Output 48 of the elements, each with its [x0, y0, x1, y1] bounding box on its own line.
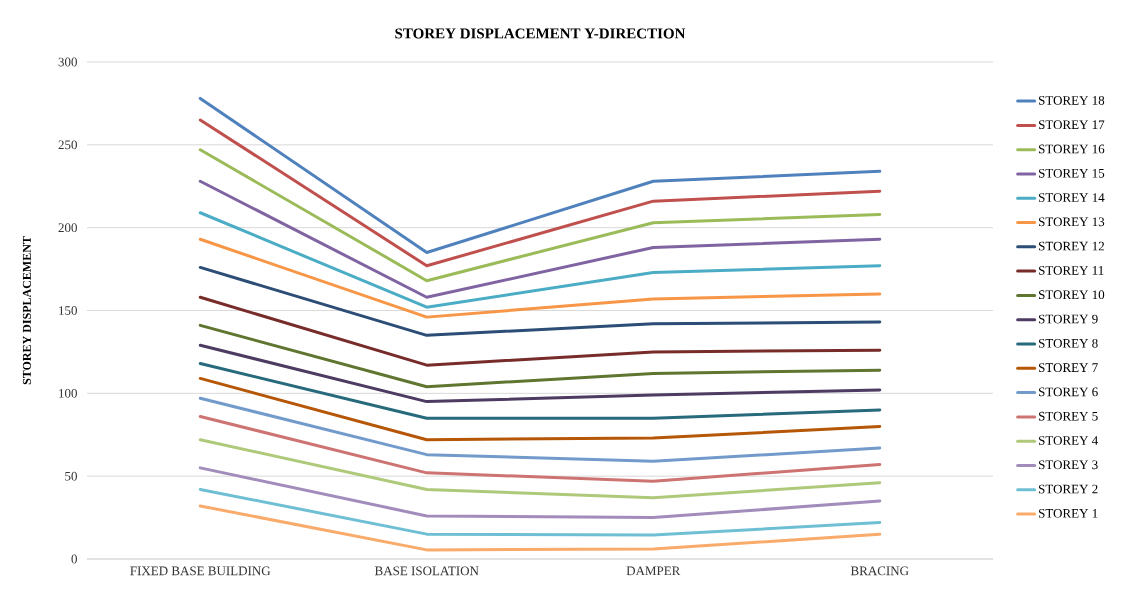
legend-label: STOREY 16: [1039, 144, 1105, 154]
y-tick-label: 0: [71, 554, 77, 564]
legend-label: STOREY 17: [1039, 120, 1105, 130]
legend-label: STOREY 7: [1039, 363, 1098, 373]
legend-label: STOREY 11: [1039, 266, 1104, 275]
y-tick-label: 50: [65, 471, 77, 481]
line-series: [198, 396, 882, 463]
legend-label: STOREY 14: [1039, 193, 1105, 202]
line-series: [198, 504, 882, 552]
chart-title: STOREY DISPLACEMENT Y-DIRECTION: [395, 28, 686, 39]
y-tick-label: 300: [58, 57, 77, 67]
legend-label: STOREY 4: [1039, 436, 1098, 445]
x-tick-label: BRACING: [850, 566, 909, 576]
legend-label: STOREY 9: [1039, 314, 1098, 324]
x-tick-label: DAMPER: [626, 566, 681, 576]
line-series: [198, 148, 882, 283]
y-tick-label: 150: [59, 306, 77, 315]
line-series: [198, 118, 882, 268]
line-series: [198, 376, 882, 442]
y-tick-label: 100: [59, 388, 77, 398]
line-series: [198, 96, 882, 255]
line-series: [198, 237, 882, 319]
legend-label: STOREY 8: [1039, 338, 1098, 348]
legend-label: STOREY 15: [1039, 168, 1105, 178]
legend-label: STOREY 10: [1039, 290, 1105, 300]
line-series: [198, 265, 882, 337]
line-series: [198, 323, 882, 389]
line-series: [198, 179, 882, 299]
line-series: [198, 466, 882, 520]
y-axis-title: STOREY DISPLACEMENT: [22, 236, 31, 385]
line-series: [198, 211, 882, 309]
legend-label: STOREY 6: [1039, 387, 1098, 397]
line-series: [198, 343, 882, 404]
x-tick-label: BASE ISOLATION: [374, 566, 479, 576]
line-series: [198, 438, 882, 500]
line-series: [198, 487, 882, 537]
legend-label: STOREY 18: [1039, 96, 1105, 105]
legend-label: STOREY 13: [1039, 217, 1105, 227]
legend-label: STOREY 2: [1039, 484, 1098, 494]
legend-label: STOREY 5: [1039, 411, 1098, 421]
y-tick-label: 250: [58, 140, 77, 150]
legend-label: STOREY 1: [1039, 508, 1098, 518]
line-series: [198, 415, 882, 483]
y-tick-label: 200: [58, 223, 77, 233]
x-tick-label: FIXED BASE BUILDING: [130, 566, 271, 576]
legend-label: STOREY 12: [1039, 241, 1104, 251]
line-series: [198, 295, 882, 367]
legend-label: STOREY 3: [1039, 460, 1098, 470]
